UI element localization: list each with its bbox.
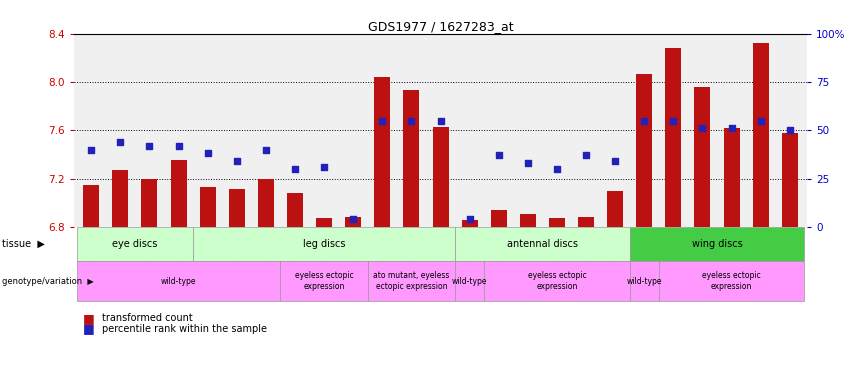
Point: [463, 216, 477, 222]
Text: eyeless ectopic
expression: eyeless ectopic expression: [528, 272, 586, 291]
Bar: [636, 74, 652, 227]
Bar: [782, 133, 798, 227]
Bar: [200, 187, 215, 227]
Title: GDS1977 / 1627283_at: GDS1977 / 1627283_at: [368, 20, 513, 33]
Bar: [578, 217, 594, 227]
Point: [433, 118, 448, 124]
Point: [753, 118, 767, 124]
Text: eyeless ectopic
expression: eyeless ectopic expression: [295, 272, 353, 291]
Text: wild-type: wild-type: [452, 277, 487, 286]
Text: eye discs: eye discs: [112, 239, 158, 249]
Point: [142, 143, 156, 149]
Bar: [229, 189, 245, 227]
Bar: [607, 190, 623, 227]
Point: [230, 158, 244, 164]
Bar: [404, 90, 419, 227]
Point: [783, 128, 797, 134]
Bar: [753, 44, 769, 227]
Point: [201, 150, 214, 156]
Text: wild-type: wild-type: [627, 277, 662, 286]
Bar: [462, 220, 477, 227]
Point: [725, 125, 739, 131]
Bar: [694, 87, 711, 227]
Text: ato mutant, eyeless
ectopic expression: ato mutant, eyeless ectopic expression: [373, 272, 450, 291]
Bar: [432, 127, 449, 227]
Point: [637, 118, 651, 124]
Bar: [287, 193, 303, 227]
Point: [84, 147, 98, 153]
Bar: [724, 128, 740, 227]
Text: transformed count: transformed count: [102, 314, 193, 323]
Text: eyeless ectopic
expression: eyeless ectopic expression: [702, 272, 761, 291]
Point: [375, 118, 389, 124]
Bar: [374, 77, 391, 227]
Point: [579, 152, 593, 158]
Bar: [490, 210, 507, 227]
Bar: [258, 178, 274, 227]
Bar: [112, 170, 128, 227]
Bar: [549, 218, 565, 227]
Point: [288, 166, 302, 172]
Point: [521, 160, 535, 166]
Text: wing discs: wing discs: [692, 239, 742, 249]
Bar: [316, 218, 332, 227]
Point: [317, 164, 331, 170]
Text: genotype/variation  ▶: genotype/variation ▶: [2, 277, 94, 286]
Bar: [345, 217, 361, 227]
Bar: [666, 48, 681, 227]
Point: [492, 152, 506, 158]
Text: tissue  ▶: tissue ▶: [2, 239, 44, 249]
Point: [695, 125, 709, 131]
Point: [608, 158, 622, 164]
Point: [259, 147, 273, 153]
Text: ■: ■: [82, 312, 95, 325]
Bar: [170, 160, 187, 227]
Text: ■: ■: [82, 322, 95, 335]
Bar: [83, 184, 99, 227]
Point: [346, 216, 360, 222]
Text: antennal discs: antennal discs: [507, 239, 578, 249]
Point: [667, 118, 681, 124]
Point: [172, 143, 186, 149]
Point: [114, 139, 128, 145]
Text: wild-type: wild-type: [161, 277, 196, 286]
Point: [404, 118, 418, 124]
Bar: [141, 178, 157, 227]
Bar: [520, 214, 536, 227]
Point: [550, 166, 564, 172]
Text: leg discs: leg discs: [303, 239, 345, 249]
Text: percentile rank within the sample: percentile rank within the sample: [102, 324, 266, 334]
